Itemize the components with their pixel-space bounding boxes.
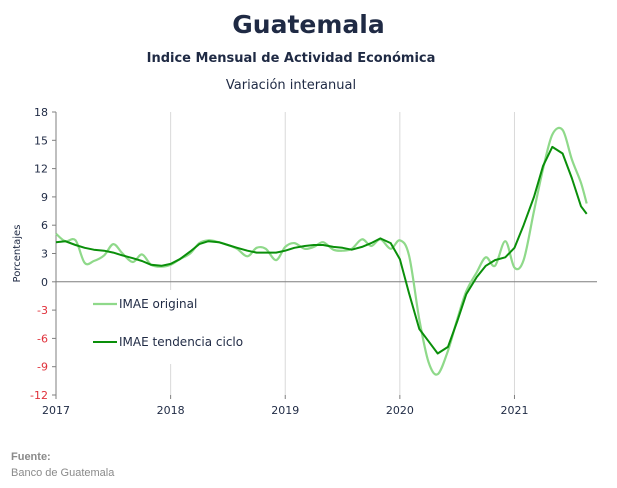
legend-box [80,290,260,364]
y-axis-label: Porcentajes [12,225,23,283]
y-tick-label: -9 [37,361,48,374]
chart-subtitle-variation: Variación interanual [225,78,357,93]
y-tick-label: 15 [34,134,48,147]
series-line-imae-original [55,126,588,376]
chart-title: Guatemala [232,10,385,39]
chart-subtitle: Indice Mensual de Actividad Económica [146,51,436,66]
y-tick-label: 18 [34,106,48,119]
y-tick-label: -12 [30,389,48,402]
x-tick-label: 2019 [271,404,299,417]
x-tick-label: 2021 [500,404,528,417]
y-tick-label: 6 [41,219,48,232]
x-tick-label: 2020 [386,404,414,417]
y-tick-label: 3 [41,248,48,261]
x-tick-label: 2018 [157,404,185,417]
x-tick-label: 2017 [42,404,70,417]
y-tick-label: -3 [37,304,48,317]
series-line-imae-tendencia-ciclo [55,145,588,355]
y-tick-label: 12 [34,163,48,176]
legend-label-imae-original: IMAE original [119,297,197,311]
y-tick-label: 9 [41,191,48,204]
source-label: Fuente: [11,451,51,463]
y-tick-label: 0 [41,276,48,289]
source-text: Banco de Guatemala [11,467,115,479]
legend-label-imae-tendencia-ciclo: IMAE tendencia ciclo [119,335,243,349]
y-tick-label: -6 [37,332,48,345]
